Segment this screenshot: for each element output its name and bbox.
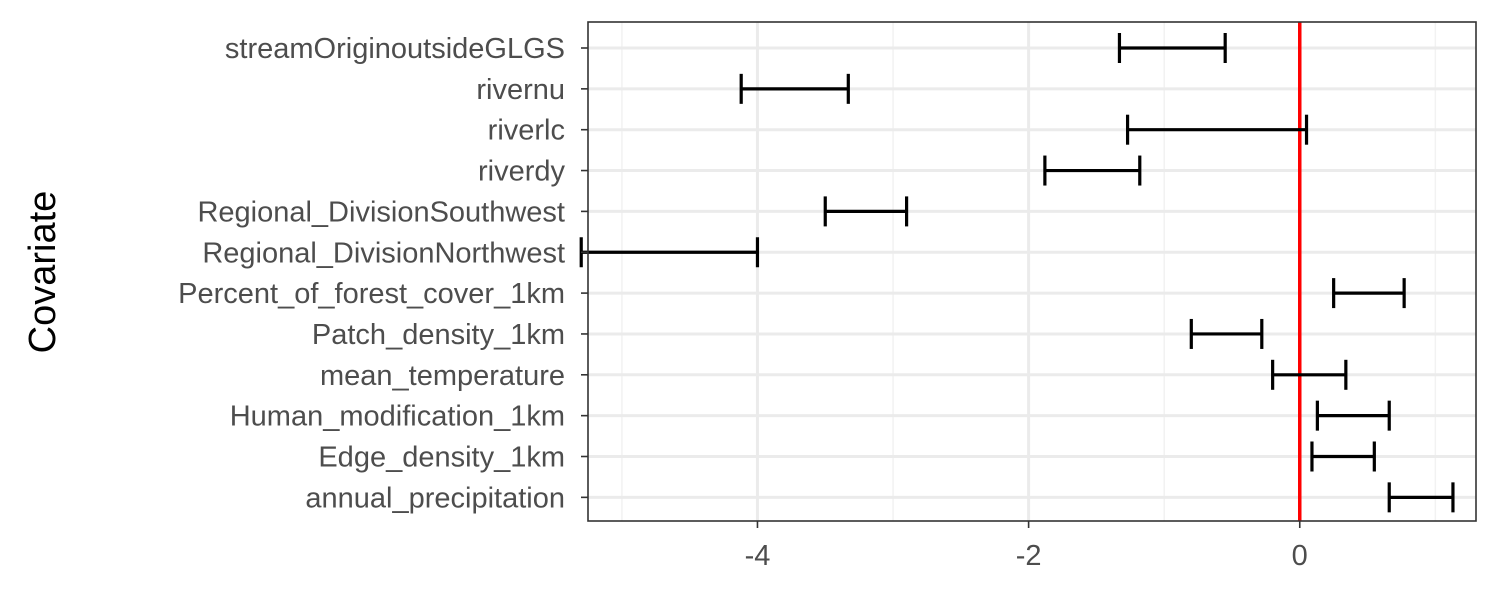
x-tick-label: -4 — [745, 540, 771, 572]
y-tick-label: annual_precipitation — [305, 482, 565, 514]
y-tick-label: Human_modification_1km — [230, 401, 565, 433]
errorbar-Regional_DivisionNorthwest — [579, 237, 760, 268]
y-tick-label: Percent_of_forest_cover_1km — [178, 278, 565, 310]
errorbar-layer — [579, 33, 1455, 513]
y-tick-label: Regional_DivisionSouthwest — [197, 196, 565, 228]
errorbar-Patch_density_1km — [1189, 318, 1264, 349]
y-tick-label: streamOriginoutsideGLGS — [225, 33, 565, 65]
errorbar-annual_precipitation — [1387, 482, 1455, 513]
errorbar-Human_modification_1km — [1315, 400, 1391, 431]
errorbar-mean_temperature — [1271, 359, 1348, 390]
y-tick-label: rivernu — [476, 74, 565, 106]
y-tick-label: Patch_density_1km — [312, 319, 565, 351]
errorbar-riverlc — [1125, 114, 1309, 145]
axis-layer: streamOriginoutsideGLGS rivernu riverlc riv… — [178, 21, 1477, 572]
y-tick-label: Edge_density_1km — [318, 442, 565, 474]
errorbar-riverdy — [1043, 155, 1142, 186]
y-axis-title: Covariate — [22, 191, 64, 354]
y-tick-label: riverlc — [488, 115, 565, 147]
grid-layer — [588, 22, 1476, 521]
errorbar-rivernu — [739, 73, 850, 104]
y-tick-label: mean_temperature — [320, 360, 565, 392]
y-tick-label: riverdy — [478, 156, 566, 188]
errorbar-Edge_density_1km — [1310, 441, 1376, 472]
panel-border — [587, 21, 1477, 522]
x-tick-label: -2 — [1016, 540, 1042, 572]
errorbar-Regional_DivisionSouthwest — [823, 196, 909, 227]
errorbar-streamOriginoutsideGLGS — [1117, 33, 1227, 63]
x-tick-label: 0 — [1292, 540, 1308, 572]
errorbar-Percent_of_forest_cover_1km — [1332, 278, 1406, 309]
y-tick-label: Regional_DivisionNorthwest — [202, 237, 565, 269]
